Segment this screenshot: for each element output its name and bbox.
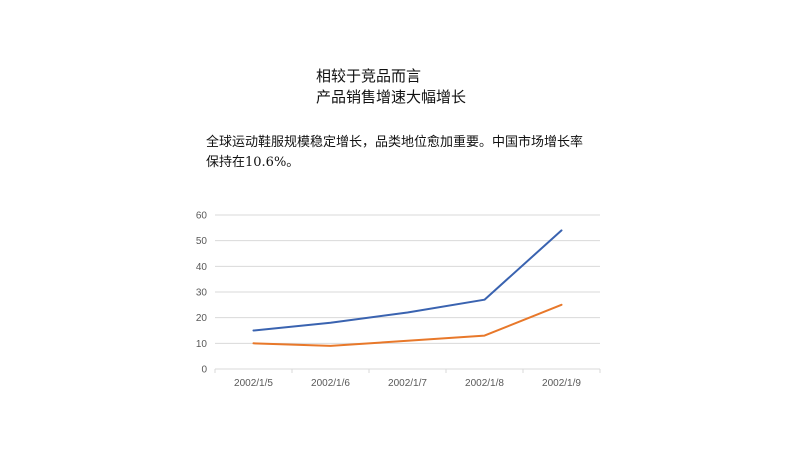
y-tick-label: 50 — [196, 236, 208, 247]
x-tick-label: 2002/1/8 — [465, 378, 504, 389]
heading-line-2: 产品销售增速大幅增长 — [316, 88, 467, 106]
y-tick-label: 10 — [196, 339, 208, 350]
y-tick-label: 30 — [196, 288, 208, 299]
x-tick-label: 2002/1/6 — [311, 378, 350, 389]
heading-line-1: 相较于竞品而言 — [316, 67, 422, 85]
x-tick-label: 2002/1/7 — [388, 378, 427, 389]
line-chart: 0 10 20 30 40 50 60 2002/1/5 2002/1/6 2002/1/7 200… — [180, 200, 620, 400]
x-tick-label: 2002/1/9 — [542, 378, 581, 389]
y-tick-label: 60 — [196, 211, 208, 222]
y-tick-label: 40 — [196, 262, 208, 273]
y-tick-label: 0 — [201, 365, 207, 376]
slide-heading: 相较于竞品而言 产品销售增速大幅增长 — [316, 66, 466, 108]
series-line-2 — [252, 303, 563, 347]
series-line-1 — [252, 229, 563, 332]
y-tick-label: 20 — [196, 313, 208, 324]
x-tick-label: 2002/1/5 — [234, 378, 273, 389]
line-chart-svg: 0 10 20 30 40 50 60 2002/1/5 2002/1/6 2002/1/7 200… — [196, 211, 601, 389]
body-paragraph: 全球运动鞋服规模稳定增长，品类地位愈加重要。中国市场增长率保持在10.6%。 — [206, 135, 584, 170]
